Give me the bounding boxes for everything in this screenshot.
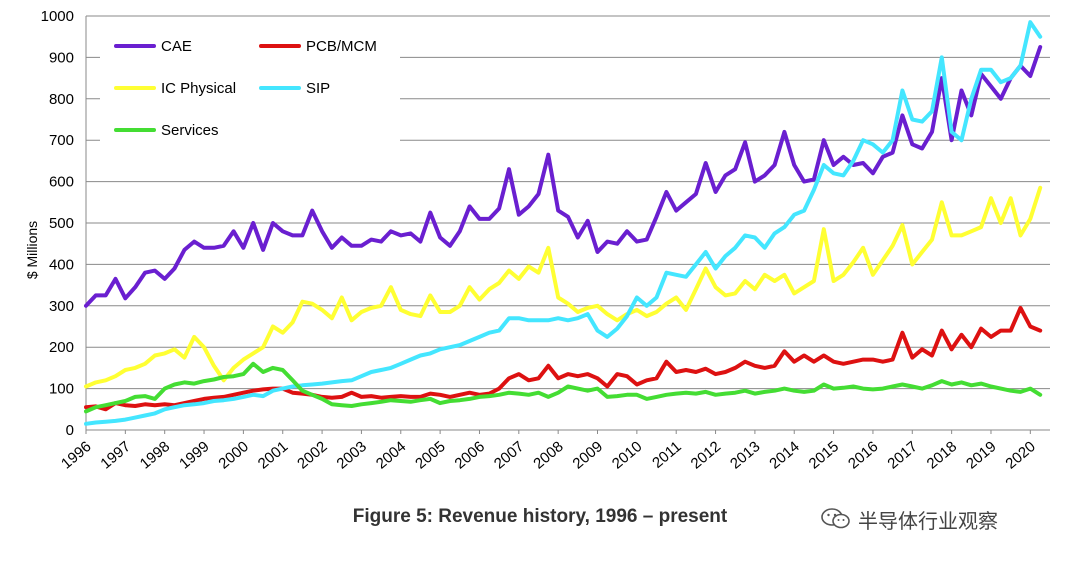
- y-tick-label: 800: [49, 91, 74, 108]
- series-line-services: [84, 361, 1043, 414]
- watermark-text: 半导体行业观察: [858, 508, 998, 533]
- y-tick-label: 700: [49, 132, 74, 149]
- y-tick-label: 200: [49, 339, 74, 356]
- legend-label: SIP: [306, 80, 330, 97]
- y-tick-label: 900: [49, 49, 74, 66]
- x-tick-label: 2000: [215, 438, 251, 472]
- x-tick-label: 2020: [1002, 438, 1038, 472]
- x-tick-label: 2016: [845, 438, 881, 472]
- wechat-watermark: 半导体行业观察: [820, 504, 998, 534]
- x-tick-label: 2017: [884, 438, 920, 472]
- y-tick-label: 100: [49, 381, 74, 398]
- y-axis: 0 100 200 300 400 500 600 700 800 900 1000: [41, 8, 87, 439]
- x-tick-label: 1996: [58, 438, 94, 472]
- x-tick-label: 2012: [688, 438, 724, 472]
- x-tick-label: 1997: [97, 438, 133, 472]
- y-tick-label: 1000: [41, 8, 74, 25]
- series-line-cae: [84, 45, 1043, 308]
- y-tick-label: 400: [49, 256, 74, 273]
- series-line-sip: [84, 20, 1043, 426]
- x-tick-label: 2009: [570, 438, 606, 472]
- x-tick-label: 2004: [373, 438, 409, 472]
- x-tick-label: 2013: [727, 438, 763, 472]
- x-tick-label: 2015: [806, 438, 842, 472]
- x-tick-label: 2007: [491, 438, 527, 472]
- legend-label: IC Physical: [161, 80, 236, 97]
- x-tick-label: 1999: [176, 438, 212, 472]
- x-tick-label: 1998: [137, 438, 173, 472]
- gridlines: [86, 15, 1050, 431]
- wechat-icon: [821, 508, 850, 529]
- x-axis: 1996 1997 1998 1999 2000 2001 2002 2003 2004 2005…: [58, 429, 1050, 473]
- series-line-pcb-mcm: [84, 305, 1043, 412]
- legend-label: PCB/MCM: [306, 38, 377, 55]
- x-tick-label: 2014: [766, 438, 802, 472]
- series-line-ic-physical: [84, 185, 1043, 389]
- x-tick-label: 2010: [609, 438, 645, 472]
- y-tick-label: 300: [49, 298, 74, 315]
- x-tick-label: 2019: [963, 438, 999, 472]
- x-tick-label: 2003: [334, 438, 370, 472]
- x-tick-label: 2002: [294, 438, 330, 472]
- legend: CAE PCB/MCM IC Physical SIP Services: [100, 26, 400, 152]
- y-axis-label: $ Millions: [24, 221, 40, 279]
- legend-label: Services: [161, 122, 219, 139]
- y-tick-label: 0: [66, 422, 74, 439]
- x-tick-label: 2006: [452, 438, 488, 472]
- y-tick-label: 600: [49, 174, 74, 191]
- legend-label: CAE: [161, 38, 192, 55]
- x-tick-label: 2008: [530, 438, 566, 472]
- y-tick-label: 500: [49, 215, 74, 232]
- x-tick-label: 2011: [649, 438, 685, 472]
- figure-caption: Figure 5: Revenue history, 1996 – presen…: [352, 506, 728, 527]
- x-tick-label: 2005: [412, 438, 448, 472]
- x-tick-label: 2001: [255, 438, 291, 472]
- series-lines: [84, 20, 1043, 426]
- x-tick-label: 2018: [924, 438, 960, 472]
